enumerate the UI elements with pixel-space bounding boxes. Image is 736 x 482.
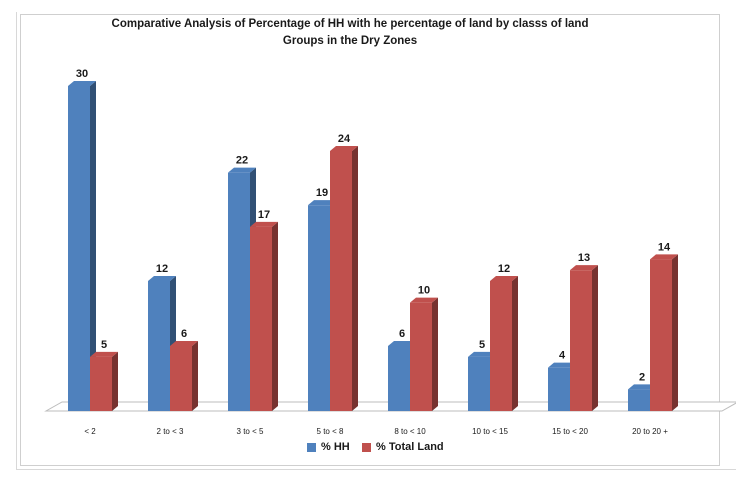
bar-top-land: [330, 146, 358, 151]
data-label: 4: [559, 350, 566, 362]
x-tick-label: 10 to < 15: [472, 427, 508, 436]
bar-hh: [68, 86, 90, 411]
data-label: 17: [258, 209, 270, 221]
legend-item-hh: % HH: [307, 438, 350, 456]
data-label: 2: [639, 371, 645, 383]
bar-total-land: [570, 270, 592, 411]
bar-side-land: [672, 254, 678, 411]
bar-total-land: [490, 281, 512, 411]
bar-top-land: [570, 265, 598, 271]
frame-border-left: [16, 12, 17, 470]
bar-side-land: [592, 265, 598, 411]
data-label: 5: [101, 339, 107, 351]
bar-total-land: [650, 259, 672, 411]
bar-total-land: [250, 226, 272, 411]
data-label: 12: [498, 263, 510, 275]
data-label: 5: [479, 339, 485, 351]
data-label: 19: [316, 187, 328, 199]
bar-top-land: [250, 221, 278, 227]
bar-side-land: [112, 351, 118, 411]
x-tick-label: 2 to < 3: [157, 427, 184, 436]
x-tick-label: < 2: [84, 427, 96, 436]
data-label: 30: [76, 68, 88, 80]
data-label: 22: [236, 155, 248, 167]
bar-top-hh: [468, 351, 496, 357]
bar-top-hh: [228, 167, 256, 173]
x-tick-label: 15 to < 20: [552, 427, 588, 436]
data-label: 10: [418, 285, 430, 297]
bar-top-hh: [148, 276, 176, 281]
bar-top-hh: [548, 362, 576, 368]
legend-swatch-hh: [307, 442, 316, 452]
x-tick-label: 3 to < 5: [237, 427, 264, 436]
bar-top-hh: [68, 81, 96, 86]
bar-top-hh: [628, 384, 656, 390]
bar-total-land: [90, 356, 112, 411]
bar-top-hh: [388, 341, 416, 346]
legend-label-total-land: % Total Land: [376, 441, 444, 453]
bar-side-land: [352, 146, 358, 411]
bar-top-land: [410, 297, 438, 303]
bar-total-land: [410, 302, 432, 411]
bar-hh: [228, 172, 250, 411]
data-label: 24: [338, 133, 351, 145]
bar-hh: [148, 281, 170, 411]
x-tick-label: 20 to 20 +: [632, 427, 668, 436]
data-label: 6: [399, 328, 405, 340]
data-label: 14: [658, 241, 671, 253]
x-tick-label: 5 to < 8: [317, 427, 344, 436]
bar-total-land: [170, 346, 192, 411]
bar-side-land: [272, 221, 278, 411]
x-tick-label: 8 to < 10: [394, 427, 426, 436]
legend-label-hh: % HH: [321, 441, 350, 453]
data-label: 13: [578, 252, 590, 264]
bar-hh: [628, 389, 650, 411]
bar-top-land: [490, 276, 518, 281]
chart-title: Comparative Analysis of Percentage of HH…: [111, 18, 589, 47]
bar-side-land: [512, 276, 518, 411]
bar-hh: [468, 356, 490, 411]
bar-top-hh: [308, 200, 336, 206]
bar-side-land: [432, 297, 438, 411]
data-label: 6: [181, 328, 187, 340]
legend-swatch-total-land: [362, 442, 371, 452]
bar-top-land: [90, 351, 118, 357]
chart-panel: [20, 14, 720, 466]
bar-total-land: [330, 151, 352, 411]
bar-hh: [388, 346, 410, 411]
bar-hh: [308, 205, 330, 411]
bar-hh: [548, 367, 570, 411]
bar-side-land: [192, 341, 198, 411]
data-label: 12: [156, 263, 168, 275]
bar-top-land: [650, 254, 678, 260]
legend-item-total-land: % Total Land: [362, 438, 444, 456]
frame-border-bottom: [16, 469, 736, 470]
bar-side-hh: [90, 81, 96, 411]
bar-top-land: [170, 341, 198, 346]
